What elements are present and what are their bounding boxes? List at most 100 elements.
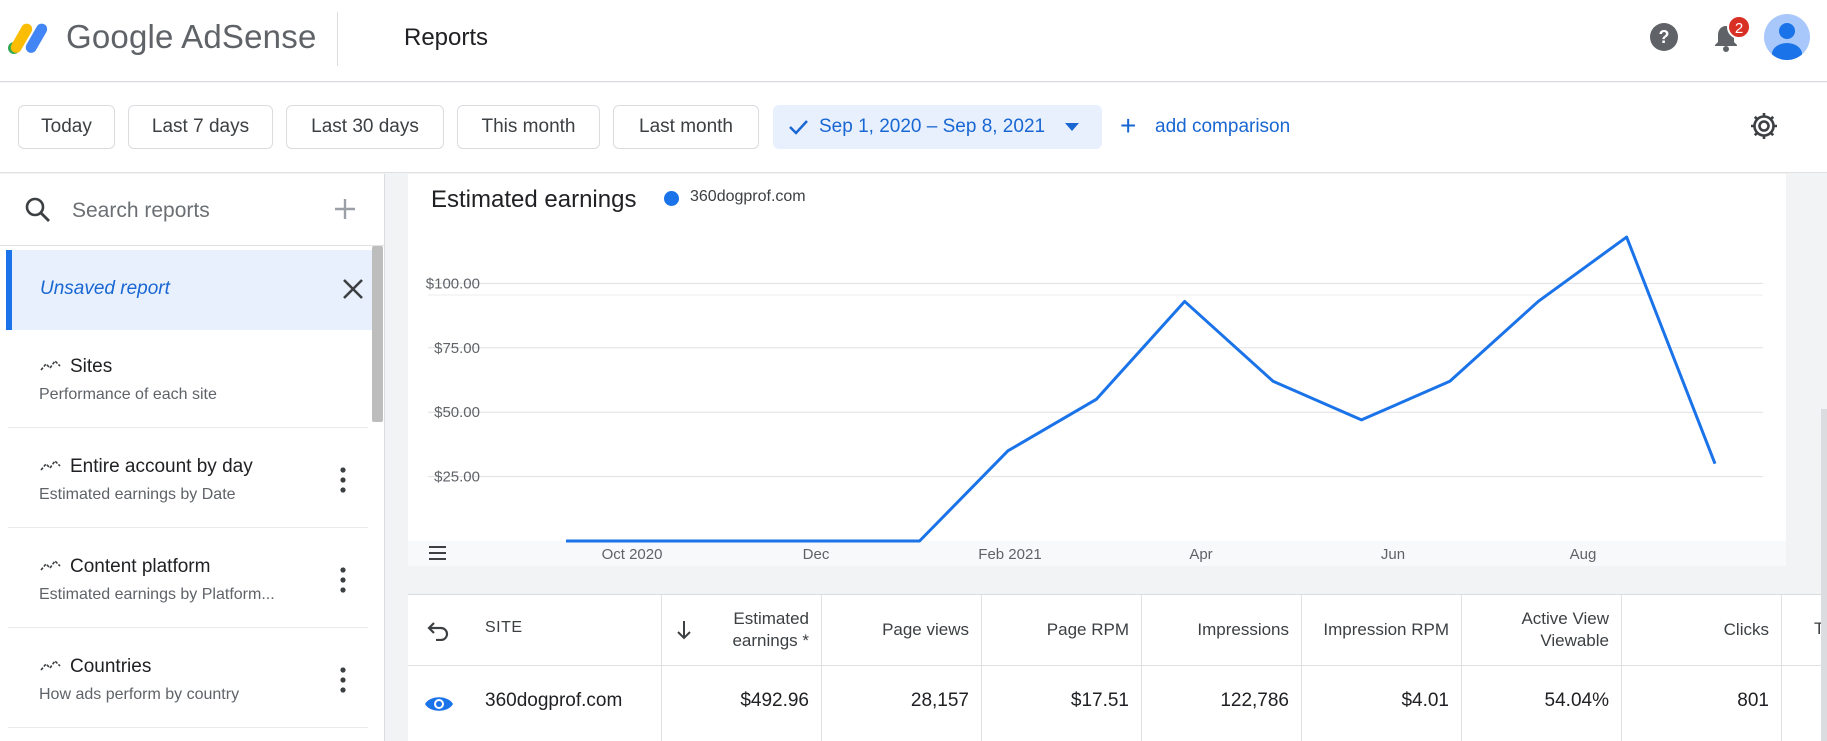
report-main: Estimated earnings 360dogprof.com $25.00…: [386, 174, 1827, 741]
earnings-line-chart: $25.00 $50.00 $75.00 $100.00 Oct 2020 Dec Feb …: [408, 235, 1786, 566]
chip-last-30-days[interactable]: Last 30 days: [286, 105, 444, 149]
table-cell-page-views: 28,157: [822, 666, 982, 741]
report-table: SITE Estimated earnings * Page views Pag…: [408, 594, 1821, 741]
close-icon[interactable]: [340, 276, 366, 302]
x-tick-label: Jun: [1381, 546, 1405, 563]
divider: [337, 12, 338, 66]
avatar[interactable]: [1764, 14, 1810, 60]
divider: [408, 665, 1821, 666]
more-vert-icon[interactable]: [338, 566, 348, 594]
legend-label[interactable]: 360dogprof.com: [690, 188, 806, 205]
notification-badge: 2: [1727, 15, 1751, 39]
chip-last-month[interactable]: Last month: [613, 105, 759, 149]
column-header-label: Impression RPM: [1323, 620, 1449, 639]
sidebar-item-content-platform[interactable]: Content platform Estimated earnings by P…: [8, 534, 368, 628]
date-range-label: Sep 1, 2020 – Sep 8, 2021: [819, 116, 1046, 137]
table-cell-clicks: 801: [1622, 666, 1782, 741]
undo-icon[interactable]: [426, 619, 450, 641]
reports-sidebar: Unsaved report Sites Performance of each…: [0, 174, 385, 741]
cell-value: 801: [1737, 690, 1769, 711]
x-tick-label: Aug: [1570, 546, 1597, 563]
svg-text:?: ?: [1659, 27, 1670, 47]
earnings-chart-card: Estimated earnings 360dogprof.com $25.00…: [408, 174, 1786, 566]
legend-swatch: [664, 191, 679, 206]
site-link[interactable]: 360dogprof.com: [485, 690, 623, 711]
trend-icon: [40, 359, 61, 371]
cell-value: $4.01: [1401, 690, 1449, 711]
column-header-clicks[interactable]: Clicks: [1622, 595, 1782, 665]
column-header-impressions[interactable]: Impressions: [1142, 595, 1302, 665]
column-header-label: Page RPM: [1046, 620, 1129, 639]
trend-icon: [40, 459, 61, 471]
unsaved-report-label: Unsaved report: [40, 278, 170, 299]
chip-last-7-days[interactable]: Last 7 days: [128, 105, 273, 149]
x-tick-label: Dec: [803, 546, 830, 563]
page-title: Reports: [404, 24, 489, 51]
trend-icon: [40, 559, 61, 571]
main-scrollbar[interactable]: [1821, 174, 1827, 741]
add-comparison-label: add comparison: [1155, 116, 1291, 137]
check-icon: [789, 120, 808, 135]
unsaved-report-item[interactable]: Unsaved report: [6, 250, 372, 330]
sidebar-scrollbar[interactable]: [372, 246, 383, 422]
menu-icon: [429, 546, 446, 560]
date-range-selector[interactable]: Sep 1, 2020 – Sep 8, 2021: [773, 105, 1102, 149]
scrollbar-thumb[interactable]: [1821, 409, 1827, 741]
search-input[interactable]: [72, 196, 312, 226]
y-tick-label: $50.00: [434, 404, 480, 421]
cell-value: $17.51: [1070, 690, 1129, 711]
column-header-label: Clicks: [1723, 620, 1769, 639]
visibility-icon[interactable]: [424, 694, 454, 714]
series-line: [566, 235, 1717, 543]
chip-today[interactable]: Today: [18, 105, 115, 149]
trend-icon: [40, 659, 61, 671]
table-cell-impression-rpm: $4.01: [1302, 666, 1462, 741]
column-header-viewable[interactable]: Active View Viewable: [1462, 595, 1622, 665]
column-header-label: Active View Viewable: [1521, 609, 1609, 650]
plus-icon[interactable]: [330, 194, 360, 224]
cell-value: 54.04%: [1544, 690, 1609, 711]
column-header-label: SITE: [485, 619, 523, 636]
app-name: Google AdSense: [66, 18, 317, 55]
plus-icon: +: [1120, 110, 1137, 141]
column-header-earnings[interactable]: Estimated earnings *: [662, 595, 822, 665]
y-tick-label: $75.00: [434, 340, 480, 357]
table-cell-site[interactable]: 360dogprof.com: [408, 666, 662, 741]
search-icon: [25, 197, 50, 222]
column-header-impression-rpm[interactable]: Impression RPM: [1302, 595, 1462, 665]
sidebar-item-subtitle: Estimated earnings by Date: [39, 486, 236, 503]
sidebar-item-sites[interactable]: Sites Performance of each site: [8, 334, 368, 428]
adsense-logo-icon: [8, 23, 48, 54]
x-tick-label: Oct 2020: [602, 546, 663, 563]
x-tick-label: Feb 2021: [978, 546, 1041, 563]
column-header-page-rpm[interactable]: Page RPM: [982, 595, 1142, 665]
more-vert-icon[interactable]: [338, 666, 348, 694]
table-cell-page-rpm: $17.51: [982, 666, 1142, 741]
cell-value: 122,786: [1220, 690, 1289, 711]
top-app-bar: Google AdSense Reports ? 2: [0, 0, 1827, 82]
sidebar-item-subtitle: Estimated earnings by Platform...: [39, 586, 275, 603]
table-cell-earnings: $492.96: [662, 666, 822, 741]
table-cell-viewable: 54.04%: [1462, 666, 1622, 741]
arrow-down-icon: [677, 621, 691, 640]
user-icon: [1772, 23, 1802, 60]
table-cell-impressions: 122,786: [1142, 666, 1302, 741]
sidebar-item-title: Content platform: [70, 556, 211, 577]
cell-value: $492.96: [740, 690, 809, 711]
sidebar-item-title: Entire account by day: [70, 456, 253, 477]
y-tick-label: $25.00: [434, 469, 480, 486]
y-tick-label: $100.00: [426, 275, 480, 292]
chip-this-month[interactable]: This month: [457, 105, 600, 149]
sidebar-item-countries[interactable]: Countries How ads perform by country: [8, 634, 368, 728]
column-header-site[interactable]: SITE: [408, 595, 662, 665]
column-header-label: Page views: [882, 620, 969, 639]
sidebar-item-entire-account[interactable]: Entire account by day Estimated earnings…: [8, 434, 368, 528]
sidebar-item-title: Sites: [70, 356, 113, 377]
column-header-overflow: T: [1782, 595, 1821, 665]
help-icon[interactable]: ?: [1649, 22, 1679, 52]
column-header-label: Impressions: [1197, 620, 1289, 639]
more-vert-icon[interactable]: [338, 466, 348, 494]
gear-icon[interactable]: [1748, 110, 1780, 142]
column-header-page-views[interactable]: Page views: [822, 595, 982, 665]
chart-title: Estimated earnings: [431, 186, 637, 213]
